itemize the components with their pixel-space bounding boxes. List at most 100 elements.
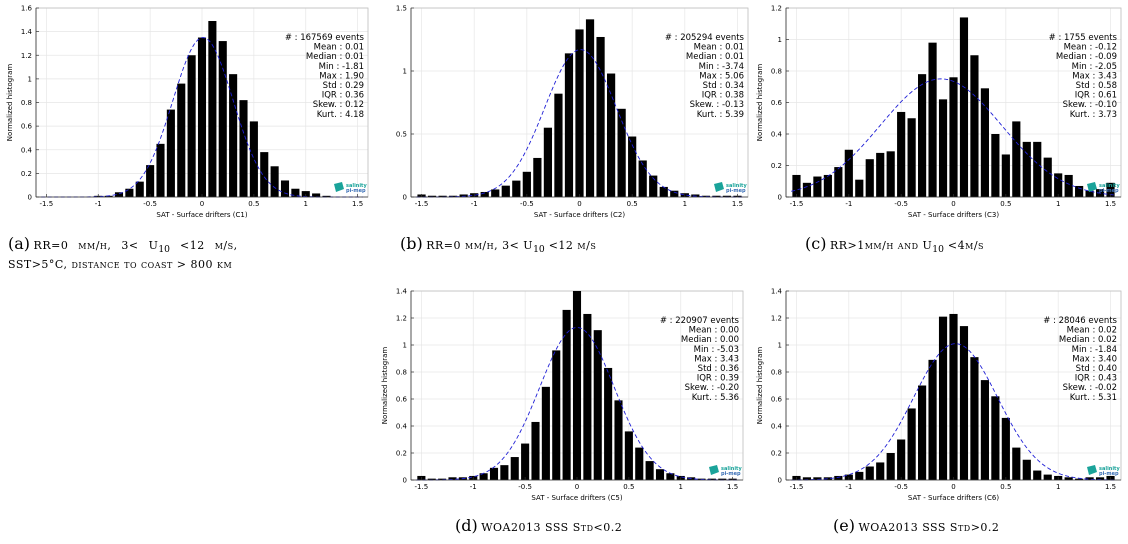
histogram-bar	[1043, 157, 1052, 197]
y-tick-label: 0.6	[396, 396, 408, 404]
x-tick-label: 1	[679, 483, 683, 491]
x-tick-label: 1	[304, 200, 308, 208]
caption-c-textb: <4m/s	[943, 239, 985, 252]
histogram-bar	[918, 74, 927, 197]
histogram-bar	[166, 109, 175, 197]
bars	[792, 313, 1115, 480]
x-tick-label: 1.5	[727, 483, 738, 491]
histogram-bar	[1106, 182, 1115, 197]
histogram-bar	[886, 151, 895, 197]
stat-line: IQR : 0.61	[1075, 91, 1117, 101]
stat-line: Median : 0.02	[1059, 335, 1117, 345]
histogram-bar	[562, 309, 571, 480]
histogram-c3: -1.5 -1 -0.5 0 0.5 1 1.5 0 0.2 0.4 0.6 0.8 1 1.2 SAT -…	[756, 5, 1122, 219]
histogram-bar	[834, 167, 843, 197]
stat-line: Std : 0.29	[323, 81, 364, 91]
histogram-bar	[624, 431, 633, 480]
histogram-bar	[1075, 478, 1084, 480]
histogram-bar	[980, 88, 989, 197]
x-tick-label: 0.5	[248, 200, 259, 208]
x-tick-label: -1	[845, 483, 852, 491]
y-tick-label: 0.4	[771, 131, 783, 139]
logo-text-line2: pi-mep	[1099, 471, 1119, 477]
x-tick-label: -0.5	[894, 483, 908, 491]
histogram-bar	[670, 190, 679, 197]
histogram-c6: -1.5 -1 -0.5 0 0.5 1 1.5 0 0.2 0.4 0.6 0.8 1 1.2 1.4 SA…	[756, 288, 1122, 502]
histogram-bar	[575, 29, 584, 198]
x-tick-label: 0	[951, 483, 955, 491]
logo-text-line1: salinity	[1099, 466, 1120, 472]
stat-line: Std : 0.58	[1076, 81, 1117, 91]
gaussian-fit-line	[791, 343, 1116, 481]
stat-line: Kurt. : 4.18	[317, 110, 364, 120]
stat-line: Std : 0.34	[703, 81, 744, 91]
histogram-bar	[583, 313, 592, 480]
x-tick-label: -1.5	[790, 200, 804, 208]
bars	[417, 291, 737, 480]
y-tick-label: 1	[28, 75, 32, 83]
histogram-bar	[834, 475, 843, 480]
histogram-bar	[823, 174, 832, 197]
y-tick-label: 0.2	[771, 162, 782, 170]
y-tick-label: 0.6	[771, 99, 783, 107]
histogram-bar	[638, 160, 647, 197]
logo-mark-icon	[1087, 465, 1097, 475]
x-tick-label: 1	[1056, 483, 1060, 491]
x-tick-label: 0.5	[1000, 200, 1011, 208]
stat-line: Mean : 0.01	[314, 43, 364, 53]
histogram-bar	[501, 185, 510, 197]
caption-c-sub: 10	[932, 244, 944, 256]
histogram-bar	[865, 466, 874, 480]
histogram-bar	[659, 186, 668, 197]
x-tick-label: -1.5	[40, 200, 54, 208]
histogram-bar	[427, 478, 436, 480]
x-tick-label: -0.5	[518, 483, 532, 491]
chart-panel-c3: -1.5 -1 -0.5 0 0.5 1 1.5 0 0.2 0.4 0.6 0.8 1 1.2 SAT -…	[750, 0, 1128, 225]
x-tick-label: 0	[577, 200, 581, 208]
histogram-bar	[114, 192, 124, 197]
histogram-bar	[876, 152, 885, 197]
histogram-bar	[707, 478, 716, 480]
y-tick-label: 0.2	[21, 170, 32, 178]
x-tick-label: -1.5	[790, 483, 804, 491]
histogram-bar	[844, 149, 853, 197]
y-tick-label: 1	[778, 342, 782, 350]
histogram-bar	[177, 83, 186, 197]
histogram-bar	[156, 143, 165, 197]
logo-mark-icon	[1087, 182, 1097, 192]
stat-line: # : 205294 events	[665, 33, 745, 43]
x-axis-label: SAT - Surface drifters (C1)	[156, 211, 247, 219]
histogram-bar	[543, 127, 553, 197]
histogram-bar	[980, 380, 989, 480]
caption-a-line2: SST>5°C, distance to coast > 800 km	[8, 258, 233, 272]
histogram-bar	[427, 195, 437, 197]
chart-panel-c2: -1.5 -1 -0.5 0 0.5 1 1.5 0 0.5 1 1.5 SAT - Surface …	[375, 0, 755, 225]
histogram-bar	[552, 350, 561, 480]
caption-c-tag: (c)	[805, 234, 827, 253]
x-tick-label: -1.5	[415, 483, 429, 491]
stat-line: Min : -3.74	[699, 62, 744, 72]
histogram-bar	[280, 180, 290, 197]
histogram-bar	[628, 136, 637, 197]
y-tick-label: 1	[778, 36, 782, 44]
y-tick-label: 1.4	[396, 288, 408, 296]
histogram-bar	[146, 165, 155, 197]
y-tick-label: 0.5	[396, 131, 407, 139]
logo-text-line2: pi-mep	[1099, 188, 1119, 194]
histogram-bar	[270, 166, 279, 197]
bars	[94, 20, 331, 198]
stat-line: # : 167569 events	[285, 33, 365, 43]
histogram-bar	[649, 175, 658, 197]
y-tick-label: 0.8	[771, 68, 782, 76]
stat-line: # : 28046 events	[1043, 316, 1117, 326]
x-tick-label: 1	[1056, 200, 1060, 208]
histogram-c1: -1.5 -1 -0.5 0 0.5 1 1.5 0 0.2 0.4 0.6 0.8 1 1.2 1.4 1.…	[6, 5, 369, 219]
histogram-bar	[585, 19, 595, 198]
